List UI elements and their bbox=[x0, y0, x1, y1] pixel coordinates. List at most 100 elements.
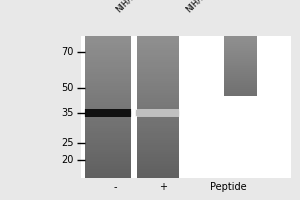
Bar bbox=[224, 55, 256, 56]
Bar bbox=[224, 72, 256, 73]
Bar bbox=[85, 52, 130, 55]
Bar bbox=[136, 41, 178, 43]
Bar bbox=[81, 36, 291, 178]
Bar bbox=[136, 100, 178, 102]
Bar bbox=[136, 83, 178, 86]
Bar bbox=[224, 51, 256, 52]
Bar bbox=[136, 138, 178, 140]
Bar bbox=[224, 52, 256, 53]
Text: 20: 20 bbox=[61, 155, 74, 165]
Bar bbox=[224, 74, 256, 75]
Bar bbox=[136, 156, 178, 159]
Text: -: - bbox=[114, 182, 117, 192]
Bar bbox=[136, 110, 179, 116]
Bar bbox=[85, 175, 130, 178]
Bar bbox=[224, 68, 256, 69]
Bar bbox=[85, 102, 130, 105]
Bar bbox=[136, 78, 178, 81]
Bar bbox=[224, 43, 256, 44]
Bar bbox=[85, 48, 130, 50]
Bar bbox=[136, 97, 178, 100]
Bar bbox=[224, 87, 256, 88]
Bar bbox=[85, 159, 130, 161]
Bar bbox=[224, 36, 256, 37]
Bar bbox=[85, 149, 130, 152]
Bar bbox=[85, 121, 130, 124]
Bar bbox=[135, 112, 180, 114]
Bar bbox=[136, 45, 178, 48]
Bar bbox=[224, 49, 256, 50]
Bar bbox=[85, 57, 130, 60]
Bar bbox=[85, 41, 130, 43]
Bar bbox=[85, 161, 130, 164]
Bar bbox=[224, 75, 256, 76]
Bar bbox=[224, 54, 256, 55]
Bar bbox=[136, 145, 178, 147]
Bar bbox=[136, 128, 178, 131]
Bar bbox=[136, 52, 178, 55]
Bar bbox=[224, 70, 256, 71]
Bar bbox=[224, 41, 256, 42]
Bar bbox=[84, 110, 132, 116]
Bar bbox=[224, 92, 256, 93]
Bar bbox=[224, 48, 256, 49]
Bar bbox=[224, 76, 256, 77]
Bar bbox=[85, 67, 130, 69]
Bar bbox=[85, 142, 130, 145]
Bar bbox=[85, 171, 130, 173]
Bar bbox=[85, 173, 130, 176]
Bar bbox=[136, 86, 178, 88]
Bar bbox=[136, 159, 178, 161]
Bar bbox=[85, 123, 130, 126]
Bar bbox=[85, 43, 130, 45]
Bar bbox=[224, 56, 256, 57]
Bar bbox=[136, 114, 178, 116]
Bar bbox=[85, 114, 130, 116]
Bar bbox=[136, 38, 178, 41]
Bar bbox=[85, 88, 130, 90]
Bar bbox=[85, 119, 130, 121]
Bar bbox=[85, 93, 130, 95]
Bar bbox=[224, 73, 256, 74]
Bar bbox=[136, 164, 178, 166]
Text: Peptide: Peptide bbox=[210, 182, 246, 192]
Bar bbox=[85, 64, 130, 67]
Bar bbox=[85, 74, 130, 76]
Bar bbox=[85, 147, 130, 150]
Bar bbox=[224, 60, 256, 61]
Bar bbox=[85, 45, 130, 48]
Bar bbox=[224, 38, 256, 39]
Bar bbox=[85, 81, 130, 83]
Bar bbox=[136, 64, 178, 67]
Bar bbox=[85, 97, 130, 100]
Bar bbox=[224, 39, 256, 40]
Bar bbox=[136, 55, 178, 57]
Bar bbox=[136, 88, 178, 90]
Bar bbox=[224, 65, 256, 66]
Bar bbox=[85, 55, 130, 57]
Bar bbox=[224, 83, 256, 84]
Bar bbox=[136, 135, 178, 138]
Bar bbox=[136, 57, 178, 60]
Bar bbox=[224, 78, 256, 79]
Bar bbox=[85, 86, 130, 88]
Bar bbox=[136, 81, 178, 83]
Bar bbox=[136, 152, 178, 154]
Bar bbox=[135, 109, 180, 117]
Bar bbox=[136, 69, 178, 72]
Bar bbox=[136, 95, 178, 98]
Bar bbox=[85, 38, 130, 41]
Bar bbox=[85, 78, 130, 81]
Bar bbox=[85, 69, 130, 72]
Bar bbox=[85, 36, 130, 38]
Text: +: + bbox=[160, 182, 167, 192]
Bar bbox=[224, 40, 256, 41]
Bar bbox=[85, 71, 130, 74]
Bar bbox=[84, 112, 132, 114]
Bar bbox=[136, 173, 178, 176]
Bar bbox=[224, 37, 256, 38]
Bar bbox=[136, 71, 178, 74]
Bar bbox=[224, 47, 256, 48]
Bar bbox=[85, 100, 130, 102]
Bar bbox=[224, 67, 256, 68]
